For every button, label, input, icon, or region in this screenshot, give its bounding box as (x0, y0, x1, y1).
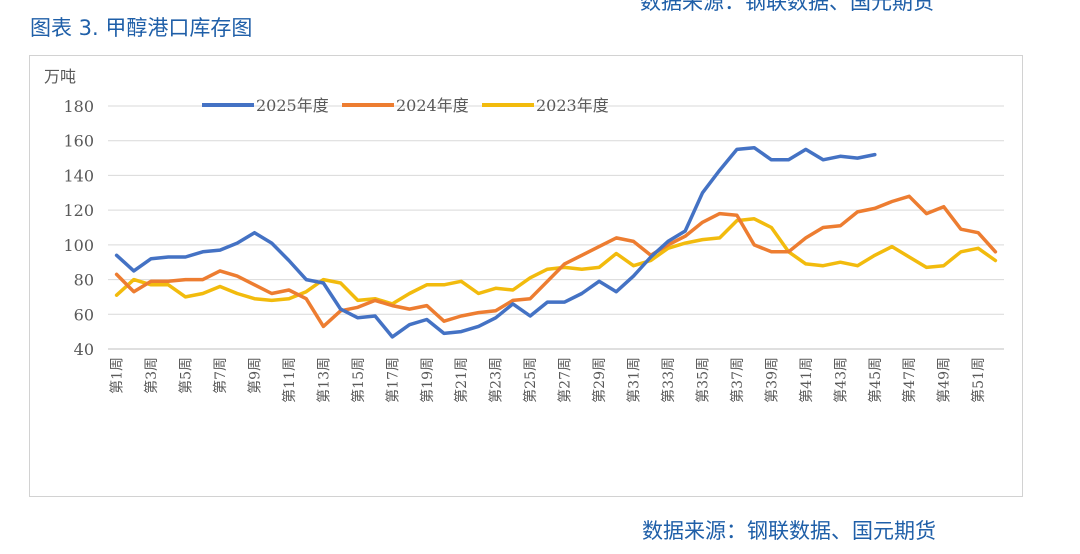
x-tick-label: 第17周 (384, 357, 401, 403)
x-axis-ticks: 第1周 第3周 第5周 第7周 第9周 第11周 第13周 第15周 第17周 第19周 第21周 第… (109, 357, 988, 403)
x-tick-label: 第9周 (246, 357, 263, 394)
x-tick-label: 第25周 (522, 357, 539, 403)
y-tick-label: 40 (74, 340, 94, 359)
x-tick-label: 第43周 (832, 357, 849, 403)
x-tick-label: 第15周 (350, 357, 367, 403)
grid-lines (108, 105, 1004, 350)
x-tick-label: 第31周 (626, 357, 643, 403)
x-tick-label: 第47周 (901, 357, 918, 403)
x-tick-label: 第41周 (798, 357, 815, 403)
x-tick-label: 第33周 (660, 357, 677, 403)
x-tick-label: 第13周 (315, 357, 332, 403)
y-tick-label: 160 (63, 132, 94, 151)
series-line-2023年度 (114, 217, 998, 306)
x-tick-label: 第29周 (591, 357, 608, 403)
y-tick-label: 60 (74, 305, 94, 324)
y-tick-label: 100 (63, 236, 94, 255)
y-tick-label: 80 (74, 271, 94, 290)
y-tick-label: 180 (63, 97, 94, 116)
x-tick-label: 第37周 (729, 357, 746, 403)
x-tick-label: 第49周 (936, 357, 953, 403)
x-tick-label: 第1周 (109, 357, 126, 394)
y-tick-label: 120 (63, 201, 94, 220)
series-line-2024年度 (114, 194, 998, 329)
legend-label: 2024年度 (396, 96, 469, 115)
legend-label: 2025年度 (256, 96, 329, 115)
y-tick-label: 140 (63, 166, 94, 185)
series-line-2025年度 (114, 145, 877, 339)
x-tick-label: 第5周 (178, 357, 195, 394)
series-lines (114, 145, 998, 339)
x-tick-label: 第11周 (281, 357, 298, 403)
x-tick-label: 第51周 (970, 357, 987, 403)
x-tick-label: 第35周 (694, 357, 711, 403)
x-tick-label: 第39周 (763, 357, 780, 403)
legend-label: 2023年度 (536, 96, 609, 115)
x-tick-label: 第21周 (453, 357, 470, 403)
figure-title: 图表 3. 甲醇港口库存图 (30, 16, 253, 40)
x-tick-label: 第45周 (867, 357, 884, 403)
top-source-note: 数据来源：钢联数据、国元期货 (640, 0, 934, 14)
y-axis-ticks: 40 60 80 100 120 140 160 180 (63, 97, 94, 359)
x-tick-label: 第19周 (419, 357, 436, 403)
x-tick-label: 第27周 (557, 357, 574, 403)
x-tick-label: 第7周 (212, 357, 229, 394)
legend: 2025年度 2024年度 2023年度 (202, 96, 609, 115)
x-tick-label: 第3周 (143, 357, 160, 394)
data-source-note: 数据来源：钢联数据、国元期货 (642, 519, 936, 543)
methanol-port-inventory-chart: 万吨 40 60 80 100 120 140 160 180 第1周 第3周 第5周 第7周 第9周… (44, 67, 1004, 403)
y-axis-unit-label: 万吨 (44, 67, 76, 86)
chart-panel: 万吨 40 60 80 100 120 140 160 180 第1周 第3周 第5周 第7周 第9周… (29, 55, 1023, 497)
x-tick-label: 第23周 (488, 357, 505, 403)
